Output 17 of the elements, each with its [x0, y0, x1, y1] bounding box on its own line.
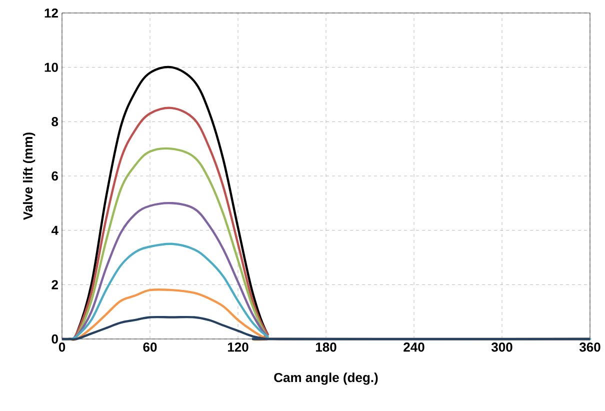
y-tick-label: 0: [52, 334, 58, 344]
x-axis-title: Cam angle (deg.): [274, 372, 378, 385]
x-tick-label: 180: [316, 342, 336, 352]
y-tick-label: 6: [52, 171, 58, 181]
y-axis-title: Valve lift (mm): [23, 132, 36, 220]
y-tick-label: 2: [52, 280, 58, 290]
x-tick-label: 360: [579, 342, 600, 352]
y-tick-label: 8: [52, 117, 58, 126]
x-tick-label: 0: [58, 342, 66, 352]
x-tick-label: 300: [491, 342, 512, 352]
y-tick-label: 4: [51, 226, 58, 235]
y-tick-label: 12: [44, 8, 58, 18]
y-tick-label: 10: [44, 62, 58, 72]
line-series: [60, 316, 592, 340]
x-tick-label: 60: [143, 342, 157, 352]
x-tick-label: 240: [404, 342, 424, 352]
x-tick-label: 120: [228, 342, 248, 352]
